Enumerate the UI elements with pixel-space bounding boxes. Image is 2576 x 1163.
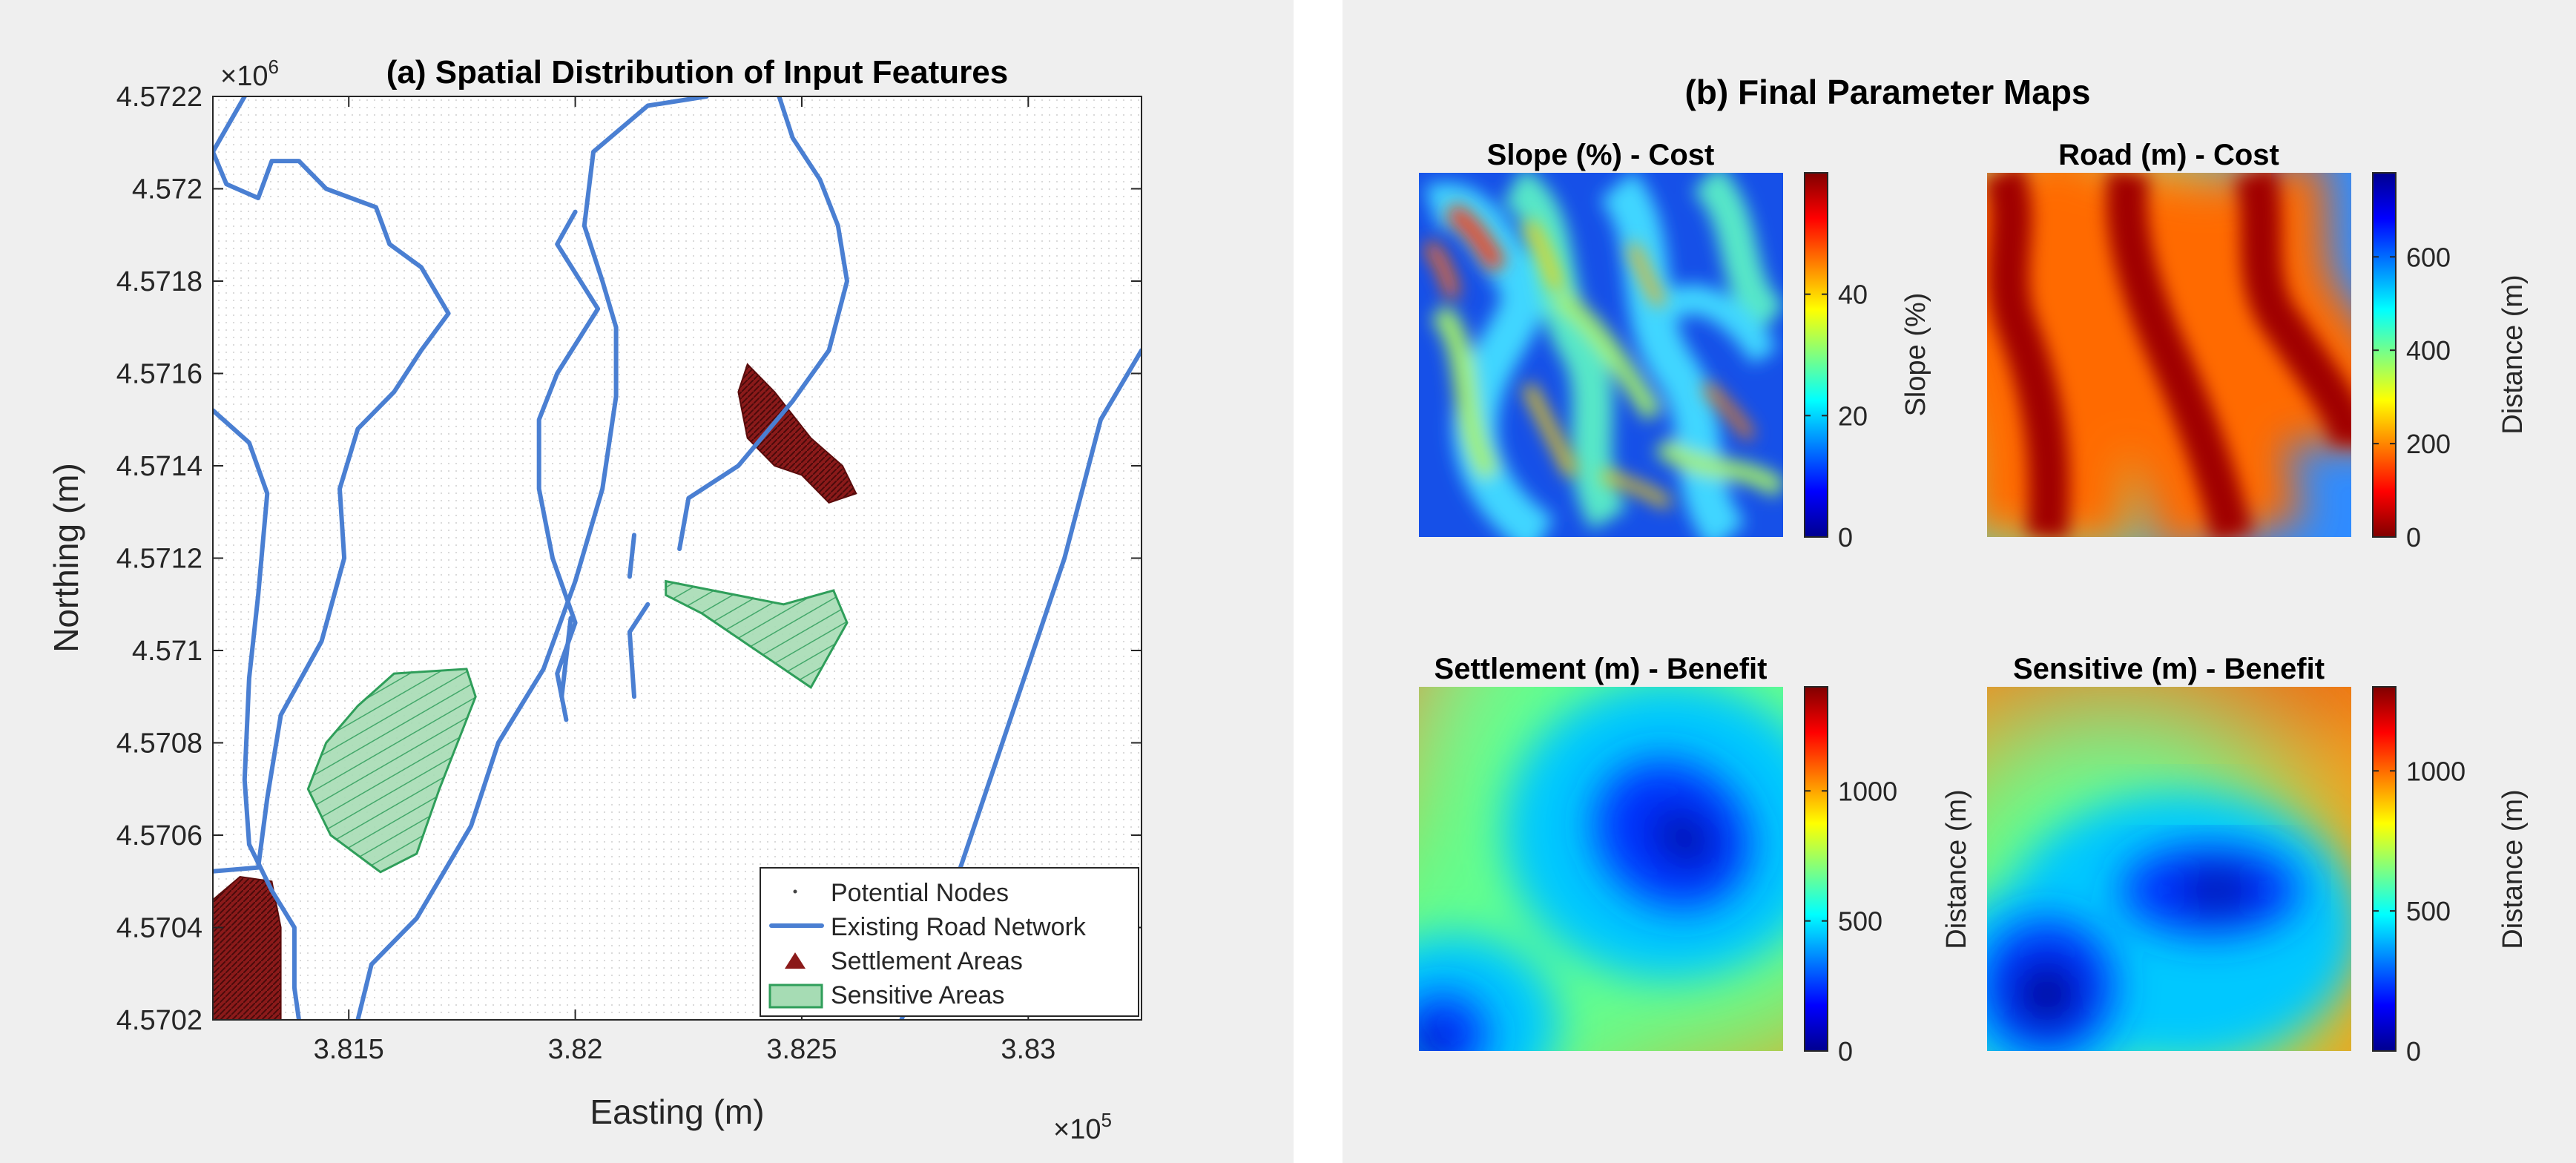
- y-tick-label: 4.5706: [116, 820, 202, 851]
- sensitive-colorbar: [2372, 686, 2397, 1052]
- slope-colorbar: [1804, 172, 1828, 538]
- x-tick-label: 3.82: [548, 1034, 603, 1065]
- x-tick-label: 3.825: [766, 1034, 837, 1065]
- y-tick-label: 4.571: [132, 636, 202, 667]
- legend-entry-settlement: Settlement Areas: [831, 947, 1023, 975]
- road-segment: [627, 533, 636, 579]
- y-tick-label: 4.5704: [116, 913, 202, 944]
- road-segment: [559, 616, 573, 699]
- x-tick-label: 3.815: [314, 1034, 384, 1065]
- x-axis-label: Easting (m): [590, 1093, 764, 1131]
- slope-map-title: Slope (%) - Cost: [1487, 139, 1715, 171]
- road-colorbar-ticks: 0 200 400 600: [2373, 242, 2451, 553]
- slope-colorbar-ticks: 0 20 40: [1805, 280, 1868, 553]
- y-tick-label: 4.5702: [116, 1005, 202, 1036]
- sensitive-area: [306, 668, 477, 874]
- y-axis-multiplier: ×106: [220, 56, 279, 92]
- road-colorbar-label: Distance (m): [2497, 274, 2529, 434]
- road-segment: [213, 96, 451, 874]
- potential-nodes-grid: [213, 96, 1142, 1020]
- y-tick-label: 4.5714: [116, 451, 202, 482]
- legend-entry-potential-nodes: Potential Nodes: [831, 879, 1009, 907]
- y-axis-label: Northing (m): [47, 463, 85, 653]
- settlement-colorbar-ticks: 0 500 1000: [1805, 776, 1897, 1067]
- legend-marker-nodes: [793, 889, 797, 894]
- sensitive-map-title: Sensitive (m) - Benefit: [2013, 653, 2325, 685]
- colorbar-tick-label: 0: [2406, 1036, 2421, 1067]
- sensitive-area: [665, 579, 849, 689]
- road-segment: [627, 602, 650, 699]
- colorbar-tick-label: 200: [2406, 429, 2451, 459]
- legend-entry-sensitive: Sensitive Areas: [831, 981, 1004, 1009]
- sensitive-colorbar-ticks: 0 500 1000: [2373, 756, 2465, 1067]
- y-tick-label: 4.572: [132, 174, 202, 205]
- x-tick-label: 3.83: [1001, 1034, 1055, 1065]
- map-layers: [213, 96, 1142, 1020]
- colorbar-tick-label: 0: [1838, 1036, 1853, 1067]
- colorbar-tick-label: 500: [2406, 896, 2451, 926]
- settlement-colorbar-label: Distance (m): [1941, 789, 1972, 949]
- slope-colorbar-label: Slope (%): [1900, 293, 1931, 417]
- legend-marker-settlement: [785, 952, 806, 969]
- settlement-heatmap: [1419, 687, 1783, 1051]
- road-segment: [677, 96, 849, 551]
- sensitive-colorbar-label: Distance (m): [2497, 789, 2529, 949]
- legend: Potential Nodes Existing Road Network Se…: [760, 867, 1139, 1017]
- sensitive-heatmap: [1987, 687, 2351, 1051]
- colorbar-tick-label: 40: [1838, 280, 1868, 310]
- settlement-area: [213, 875, 282, 1020]
- road-segment: [213, 408, 301, 1020]
- y-tick-label: 4.5712: [116, 544, 202, 575]
- x-axis-multiplier: ×105: [1053, 1109, 1112, 1145]
- slope-heatmap: [1419, 173, 1783, 537]
- colorbar-tick-label: 20: [1838, 401, 1868, 431]
- road-heatmap: [1987, 173, 2351, 537]
- colorbar-tick-label: 0: [1838, 522, 1853, 553]
- y-tick-label: 4.5722: [116, 82, 202, 113]
- settlement-map-title: Settlement (m) - Benefit: [1434, 653, 1768, 685]
- colorbar-tick-label: 1000: [2406, 756, 2465, 786]
- road-segment: [355, 96, 709, 1020]
- road-map-title: Road (m) - Cost: [2058, 139, 2279, 171]
- legend-entry-road-network: Existing Road Network: [831, 913, 1087, 941]
- colorbar-tick-label: 1000: [1838, 776, 1897, 806]
- y-tick-label: 4.5718: [116, 266, 202, 297]
- panel-b-title: (b) Final Parameter Maps: [1684, 73, 2090, 111]
- y-axis: 4.5702 4.5704 4.5706 4.5708 4.571 4.5712 4.571…: [116, 82, 1142, 1036]
- legend-box: [760, 867, 1139, 1017]
- legend-marker-sensitive: [768, 984, 823, 1009]
- road-colorbar: [2372, 172, 2397, 538]
- colorbar-tick-label: 500: [1838, 906, 1882, 937]
- colorbar-tick-label: 600: [2406, 242, 2451, 272]
- colorbar-tick-label: 400: [2406, 335, 2451, 366]
- settlement-colorbar: [1804, 686, 1828, 1052]
- y-tick-label: 4.5716: [116, 359, 202, 390]
- panel-a-title: (a) Spatial Distribution of Input Featur…: [386, 54, 1008, 90]
- y-tick-label: 4.5708: [116, 728, 202, 760]
- colorbar-tick-label: 0: [2406, 522, 2421, 553]
- settlement-area: [737, 363, 857, 504]
- x-axis: 3.815 3.82 3.825 3.83: [314, 96, 1055, 1065]
